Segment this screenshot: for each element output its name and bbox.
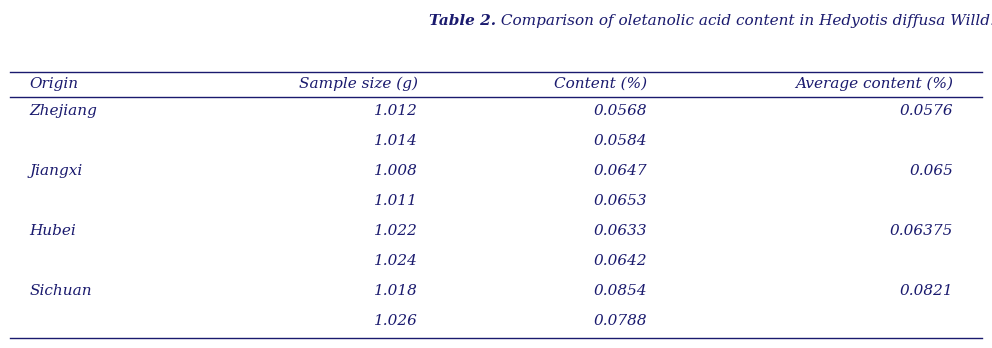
Text: 0.0653: 0.0653 <box>593 194 647 208</box>
Text: Content (%): Content (%) <box>554 77 647 90</box>
Text: 0.0647: 0.0647 <box>593 164 647 178</box>
Text: Hubei: Hubei <box>30 224 76 238</box>
Text: 1.014: 1.014 <box>374 134 419 148</box>
Text: 0.065: 0.065 <box>909 164 953 178</box>
Text: 0.0576: 0.0576 <box>900 104 953 118</box>
Text: 0.0821: 0.0821 <box>900 284 953 298</box>
Text: Sample size (g): Sample size (g) <box>300 77 419 91</box>
Text: Origin: Origin <box>30 77 78 90</box>
Text: Sichuan: Sichuan <box>30 284 92 298</box>
Text: Zhejiang: Zhejiang <box>30 104 97 118</box>
Text: Average content (%): Average content (%) <box>795 77 953 91</box>
Text: 0.0568: 0.0568 <box>593 104 647 118</box>
Text: 1.026: 1.026 <box>374 314 419 328</box>
Text: 0.0584: 0.0584 <box>593 134 647 148</box>
Text: 0.0854: 0.0854 <box>593 284 647 298</box>
Text: 1.008: 1.008 <box>374 164 419 178</box>
Text: 0.0642: 0.0642 <box>593 254 647 268</box>
Text: 1.012: 1.012 <box>374 104 419 118</box>
Text: Jiangxi: Jiangxi <box>30 164 82 178</box>
Text: Comparison of oletanolic acid content in Hedyotis diffusa Willd. of different or: Comparison of oletanolic acid content in… <box>496 14 992 28</box>
Text: 0.0788: 0.0788 <box>593 314 647 328</box>
Text: 1.018: 1.018 <box>374 284 419 298</box>
Text: 0.06375: 0.06375 <box>890 224 953 238</box>
Text: 1.022: 1.022 <box>374 224 419 238</box>
Text: 0.0633: 0.0633 <box>593 224 647 238</box>
Text: Table 2.: Table 2. <box>429 14 496 28</box>
Text: 1.024: 1.024 <box>374 254 419 268</box>
Text: 1.011: 1.011 <box>374 194 419 208</box>
